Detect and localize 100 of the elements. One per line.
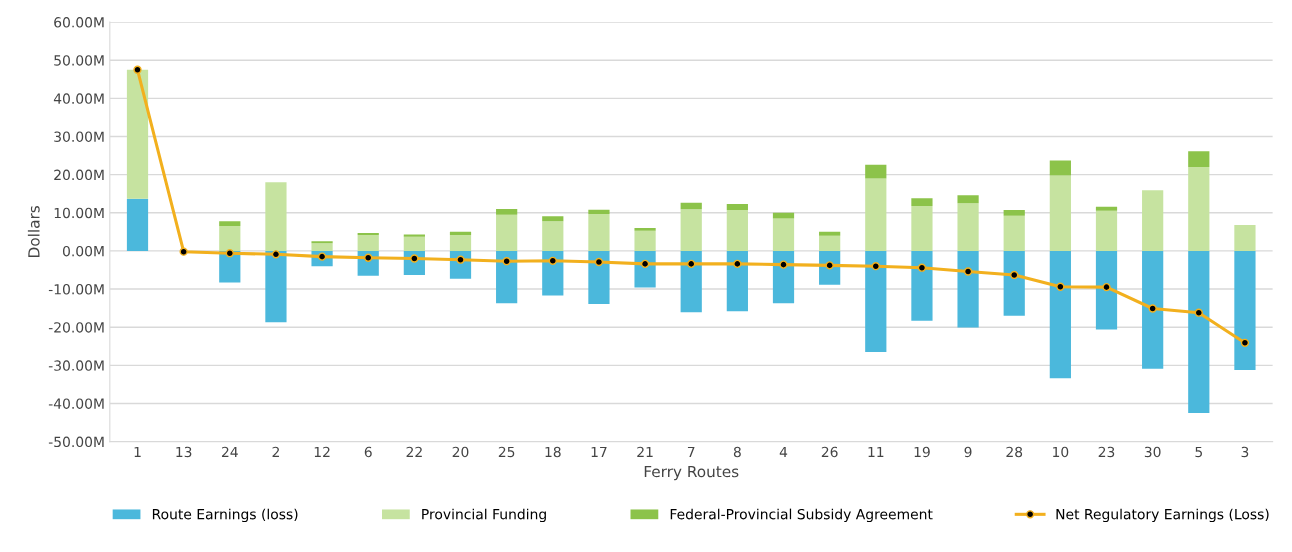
point	[502, 257, 511, 266]
point	[687, 259, 696, 269]
y-tick-label: -50.00M	[48, 436, 104, 448]
point	[594, 257, 604, 267]
bar	[126, 198, 149, 251]
y-tick-label: -20.00M	[48, 322, 104, 333]
bar	[680, 250, 702, 313]
y-tick-label: 10.00M	[54, 207, 104, 219]
y-tick-label: 40.00M	[53, 93, 104, 104]
bar	[1003, 215, 1025, 251]
bar	[819, 235, 841, 251]
bar	[1049, 250, 1071, 379]
bar	[126, 69, 149, 199]
bar	[1003, 210, 1025, 216]
point	[917, 263, 927, 272]
point	[640, 259, 650, 269]
x-tick-label: 8	[733, 446, 741, 458]
bar	[1188, 151, 1210, 168]
point	[733, 259, 742, 269]
bar	[957, 250, 979, 328]
bar	[496, 214, 518, 251]
y-tick-label: 20.00M	[54, 169, 104, 181]
y-tick-label: 30.00M	[54, 131, 104, 142]
point	[779, 260, 788, 269]
point	[1194, 308, 1203, 317]
bar	[588, 209, 610, 214]
bar	[1142, 250, 1164, 369]
point	[179, 247, 188, 256]
y-tick-label: 60.00M	[54, 17, 104, 28]
bar	[911, 250, 933, 321]
point	[364, 253, 373, 262]
x-tick-label: 26	[821, 446, 838, 458]
bar	[865, 178, 887, 251]
x-tick-label: 22	[406, 446, 422, 458]
bar	[1234, 224, 1256, 251]
point	[133, 65, 142, 74]
bar	[1049, 160, 1071, 176]
bar	[865, 250, 887, 352]
x-tick-label: 19	[914, 446, 930, 458]
x-tick-label: 25	[498, 446, 515, 458]
legend-label: Provincial Funding	[422, 508, 546, 523]
bar	[1188, 167, 1210, 251]
bar	[542, 221, 564, 251]
y-tick-label: -40.00M	[48, 398, 104, 409]
bar	[911, 198, 933, 206]
bar	[957, 203, 979, 251]
bar	[265, 250, 287, 323]
bar	[496, 208, 518, 215]
bar	[1049, 175, 1071, 251]
bar	[957, 195, 979, 204]
y-tick-label: 50.00M	[54, 55, 104, 66]
y-tick-label: 0.00M	[62, 245, 104, 257]
point	[271, 250, 281, 259]
bar	[1188, 250, 1210, 413]
x-tick-label: 11	[868, 446, 884, 458]
bar	[449, 231, 472, 235]
point	[456, 255, 465, 264]
bar	[1095, 250, 1118, 330]
bar	[1095, 206, 1118, 211]
x-tick-label: 21	[637, 446, 653, 458]
x-tick-label: 28	[1006, 446, 1023, 458]
legend-label: Net Regulatory Earnings (Loss)	[1056, 508, 1269, 523]
point	[548, 256, 557, 265]
bar	[726, 250, 748, 312]
point	[1148, 304, 1157, 313]
legend-label: Federal-Provincial Subsidy Agreement	[670, 508, 933, 523]
x-tick-label: 3	[1241, 446, 1249, 458]
bar	[726, 210, 748, 251]
bar	[819, 231, 841, 236]
bar	[219, 221, 241, 227]
point	[1056, 282, 1065, 291]
x-axis-title: Ferry Routes	[644, 465, 739, 481]
bar	[634, 228, 656, 231]
bar	[772, 250, 795, 304]
x-tick-label: 6	[364, 446, 372, 458]
bar	[1142, 190, 1164, 251]
x-tick-label: 7	[687, 446, 695, 458]
bar	[449, 234, 472, 251]
point	[1240, 338, 1250, 347]
bar	[1234, 250, 1256, 370]
bar	[772, 218, 795, 251]
x-tick-label: 23	[1098, 446, 1115, 458]
bar	[1003, 250, 1025, 316]
bar	[311, 243, 333, 251]
x-tick-label: 24	[221, 446, 238, 458]
bar	[680, 202, 702, 210]
bar	[357, 234, 379, 251]
bar	[680, 209, 702, 251]
legend-label: Route Earnings (loss)	[152, 508, 298, 523]
bar	[634, 230, 656, 251]
bar	[542, 216, 564, 222]
x-tick-label: 9	[964, 446, 972, 458]
x-tick-label: 4	[779, 446, 788, 458]
x-tick-label: 2	[272, 446, 279, 458]
point	[871, 261, 880, 271]
x-tick-label: 5	[1195, 446, 1202, 458]
y-tick-label: -10.00M	[48, 284, 104, 295]
y-axis-title: Dollars	[27, 205, 40, 257]
point	[963, 267, 973, 276]
x-tick-label: 13	[176, 446, 192, 458]
